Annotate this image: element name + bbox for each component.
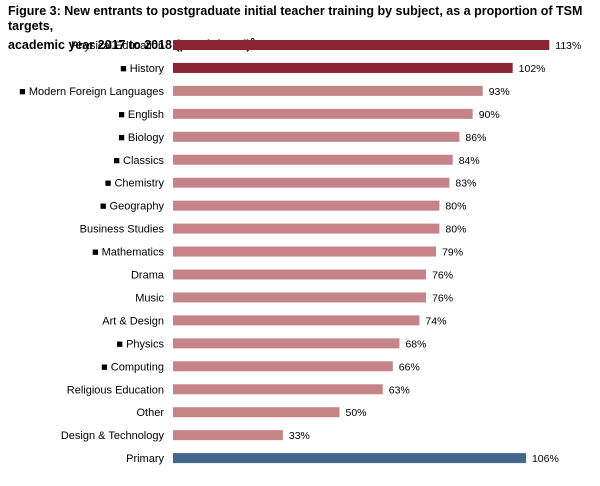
bar-physics [173,338,400,349]
value-label-primary: 106% [532,453,559,465]
value-label-english: 90% [479,109,500,121]
category-label-drama: Drama [131,270,165,282]
value-label-chemistry: 83% [455,178,476,190]
value-label-modern-foreign-languages: 93% [489,86,510,98]
category-label-religious-education: Religious Education [67,384,164,396]
value-label-religious-education: 63% [389,384,410,396]
bars [173,40,550,464]
bar-english [173,108,473,119]
title-line-1: Figure 3: New entrants to postgraduate i… [8,4,583,33]
category-label-chemistry: ■ Chemistry [105,178,165,190]
value-label-mathematics: 79% [442,247,463,259]
category-label-business-studies: Business Studies [80,224,165,236]
category-label-computing: ■ Computing [101,361,164,373]
value-label-computing: 66% [399,361,420,373]
bar-geography [173,200,440,211]
value-label-classics: 84% [459,155,480,167]
bar-other [173,407,340,418]
category-label-art-design: Art & Design [102,315,164,327]
value-label-biology: 86% [465,132,486,144]
bar-computing [173,361,393,372]
bar-design-technology [173,430,283,441]
category-label-music: Music [135,292,164,304]
category-label-classics: ■ Classics [113,155,164,167]
value-label-history: 102% [519,63,546,75]
category-label-mathematics: ■ Mathematics [92,247,165,259]
category-label-modern-foreign-languages: ■ Modern Foreign Languages [19,86,164,98]
bar-mathematics [173,246,437,257]
bar-biology [173,131,460,142]
value-label-physical-education: 113% [555,40,581,52]
bar-chemistry [173,177,450,188]
category-label-other: Other [136,407,164,419]
category-label-biology: ■ Biology [118,132,164,144]
bar-history [173,62,513,73]
bar-classics [173,154,453,165]
category-label-design-technology: Design & Technology [61,430,165,442]
bar-modern-foreign-languages [173,85,483,96]
category-label-primary: Primary [126,453,164,465]
value-label-geography: 80% [445,201,466,213]
category-label-physical-education: Physical Education [71,40,164,52]
category-label-english: ■ English [118,109,164,121]
bar-primary [173,453,526,464]
value-label-physics: 68% [405,338,426,350]
value-label-drama: 76% [432,270,453,282]
category-label-history: ■ History [120,63,164,75]
category-label-physics: ■ Physics [116,338,164,350]
value-label-business-studies: 80% [445,224,466,236]
category-label-geography: ■ Geography [100,201,165,213]
value-label-art-design: 74% [425,315,446,327]
value-labels: 113% 102% 93% 90% 86% 84% 83% 80% 80% 79% 76% 76% 74… [289,40,581,465]
bar-physical-education [173,40,550,50]
category-labels: Physical Education ■ History ■ Modern Fore… [19,40,165,465]
bar-drama [173,269,427,280]
bar-music [173,292,427,303]
bar-business-studies [173,223,440,234]
bar-art-design [173,315,420,326]
value-label-design-technology: 33% [289,430,310,442]
value-label-music: 76% [432,292,453,304]
bar-religious-education [173,384,383,395]
value-label-other: 50% [346,407,367,419]
